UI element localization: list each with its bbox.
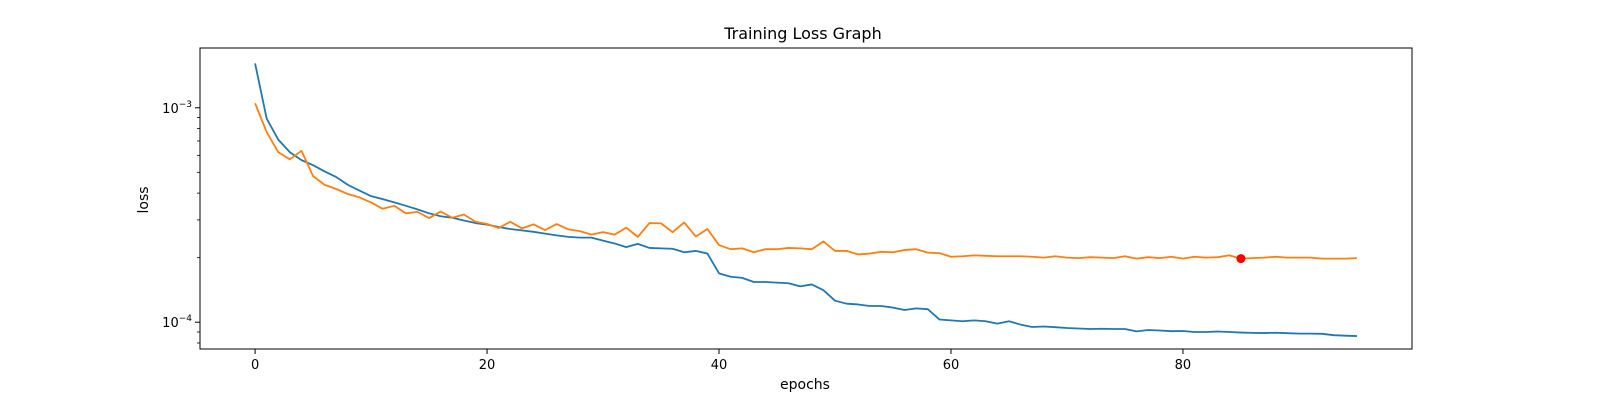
series-layer	[254, 63, 1357, 337]
y-axis-label: loss	[136, 186, 152, 213]
x-tick-label: 20	[479, 358, 496, 373]
highlight-point	[1236, 254, 1246, 264]
plot-area	[199, 47, 1413, 350]
x-tick-label: 60	[943, 358, 960, 373]
y-tick-label: 10−3	[162, 100, 192, 117]
series-line-1	[254, 63, 1357, 337]
series-line-2	[254, 102, 1357, 260]
y-tick-label: 10−4	[162, 314, 192, 331]
y-axis: 10−3 10−4	[162, 100, 200, 344]
x-axis-label: epochs	[780, 377, 830, 393]
x-tick-label: 80	[1175, 358, 1192, 373]
x-tick-label: 0	[251, 358, 259, 373]
plot-frame	[199, 47, 1413, 350]
x-tick-label: 40	[711, 358, 728, 373]
chart-title: Training Loss Graph	[723, 24, 881, 43]
x-axis: 0 20 40 60 80	[251, 349, 1191, 373]
marker-layer	[1236, 254, 1246, 264]
